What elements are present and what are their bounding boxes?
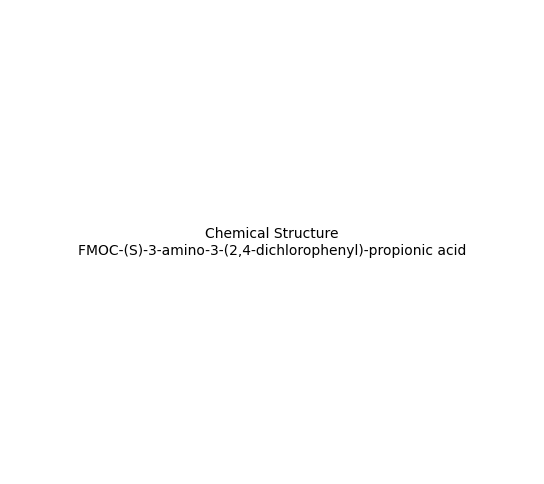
Text: Chemical Structure
FMOC-(S)-3-amino-3-(2,4-dichlorophenyl)-propionic acid: Chemical Structure FMOC-(S)-3-amino-3-(2… — [78, 227, 466, 257]
